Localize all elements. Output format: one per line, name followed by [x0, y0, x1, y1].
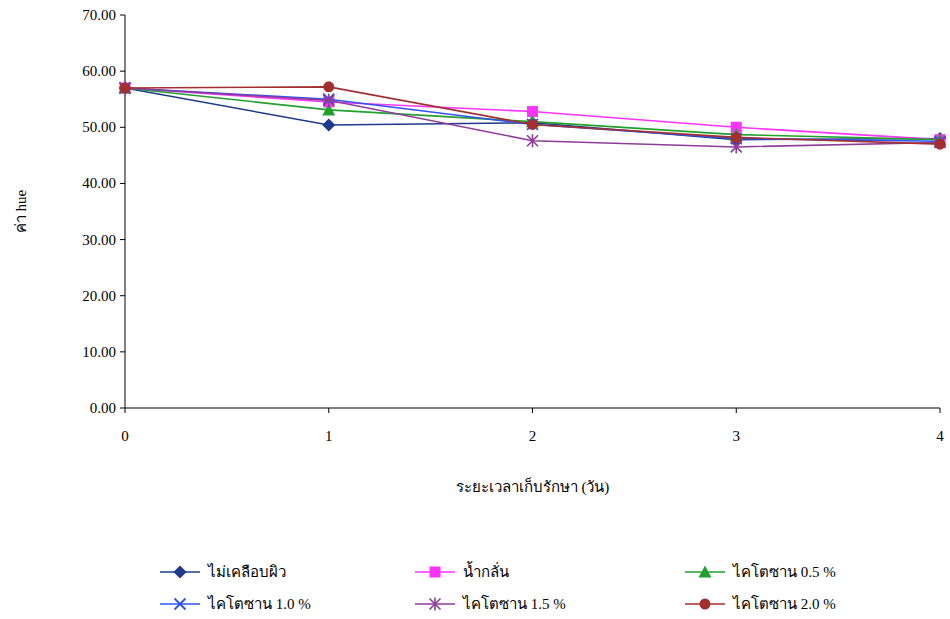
legend-item: ไคโตซาน 0.5 %	[685, 563, 836, 580]
x-tick	[125, 408, 126, 413]
point	[120, 81, 131, 94]
point	[527, 119, 538, 130]
y-tick-label: 60.00	[82, 63, 116, 79]
x-axis-title: ระยะเวลาเก็บรักษา (วัน)	[456, 477, 610, 496]
series	[120, 81, 946, 153]
legend-item: ไคโตซาน 2.0 %	[685, 595, 836, 612]
point	[120, 82, 131, 93]
chart: 0.00 10.00 20.00 30.00 40.00 50.00 60.00 70.00 0…	[0, 0, 950, 619]
point	[323, 94, 334, 107]
y-axis-title: ค่า hue	[13, 189, 29, 233]
legend-item: ไคโตซาน 1.0 %	[160, 595, 311, 612]
series	[120, 82, 946, 146]
legend-label: ไม่เคลือบผิว	[207, 563, 286, 580]
y-tick-label: 30.00	[82, 232, 116, 248]
y-axis-line	[125, 15, 126, 408]
y-tick	[120, 127, 125, 128]
y-tick-label: 20.00	[82, 288, 116, 304]
legend-marker	[430, 598, 441, 611]
x-tick-label: 0	[121, 428, 129, 444]
x-tick	[532, 408, 533, 413]
y-tick-label: 0.00	[90, 400, 116, 416]
legend-item: ไม่เคลือบผิว	[160, 563, 286, 580]
legend-label: ไคโตซาน 2.0 %	[732, 595, 836, 612]
point	[731, 132, 742, 143]
point	[935, 136, 946, 149]
y-tick-label: 40.00	[82, 175, 116, 191]
point	[120, 82, 131, 93]
legend-marker	[700, 599, 711, 610]
y-tick	[120, 351, 125, 352]
legend-label: น้ำกลั่น	[463, 561, 509, 580]
point	[527, 119, 538, 130]
x-tick	[940, 408, 941, 413]
y-tick	[120, 239, 125, 240]
series	[120, 81, 946, 149]
x-tick-label: 2	[529, 428, 537, 444]
legend: ไม่เคลือบผิว น้ำกลั่น ไคโตซาน 0.5 % ไคโตซาน…	[160, 561, 836, 612]
x-tick-label: 3	[733, 428, 741, 444]
point	[322, 119, 335, 132]
series-line	[125, 87, 940, 144]
point	[119, 81, 132, 93]
point	[935, 139, 946, 150]
y-tick	[120, 295, 125, 296]
y-tick	[120, 408, 125, 409]
legend-label: ไคโตซาน 0.5 %	[732, 563, 836, 580]
legend-marker	[699, 566, 712, 578]
y-tick-label: 70.00	[82, 7, 116, 23]
point	[323, 81, 334, 92]
y-tick-label: 10.00	[82, 344, 116, 360]
legend-label: ไคโตซาน 1.5 %	[462, 595, 566, 612]
legend-label: ไคโตซาน 1.0 %	[207, 595, 311, 612]
legend-item: น้ำกลั่น	[415, 561, 509, 580]
y-tick	[120, 71, 125, 72]
y-tick-label: 50.00	[82, 119, 116, 135]
legend-item: ไคโตซาน 1.5 %	[415, 595, 566, 612]
x-tick-label: 1	[325, 428, 333, 444]
axes: 0.00 10.00 20.00 30.00 40.00 50.00 60.00 70.00 0…	[82, 7, 944, 444]
plot-area	[119, 81, 947, 153]
y-tick	[120, 15, 125, 16]
legend-marker	[175, 599, 186, 610]
legend-marker	[174, 566, 187, 579]
x-tick	[328, 408, 329, 413]
x-tick	[736, 408, 737, 413]
x-tick-label: 4	[936, 428, 944, 444]
series-line	[125, 88, 940, 147]
point	[527, 134, 538, 147]
legend-marker	[430, 567, 441, 578]
y-tick	[120, 183, 125, 184]
point	[119, 81, 132, 94]
point	[120, 82, 131, 93]
